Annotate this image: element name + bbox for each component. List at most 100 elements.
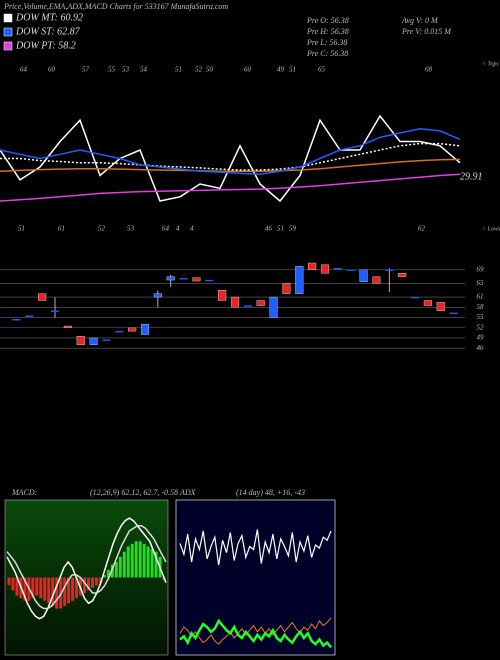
candle-body	[449, 312, 458, 315]
candle-body	[115, 330, 124, 333]
low-label: 52	[98, 225, 106, 233]
panel-label: ADX	[179, 488, 197, 497]
candle-body	[282, 283, 291, 294]
top-label: 65	[318, 66, 326, 74]
top-label: 60	[244, 66, 252, 74]
histogram-bar	[11, 577, 15, 591]
low-label: 61	[58, 225, 65, 233]
low-label: 4	[190, 225, 194, 233]
top-label: 54	[140, 66, 148, 74]
histogram-bar	[71, 577, 75, 601]
line	[179, 529, 332, 566]
candle-body	[25, 315, 34, 318]
top-label: 53	[122, 66, 130, 74]
candle-body	[63, 325, 72, 328]
candle-body	[218, 290, 227, 301]
low-label: 62	[418, 225, 426, 233]
candle-body	[102, 339, 111, 341]
candle-body	[372, 276, 381, 284]
low-label: 51	[18, 225, 25, 233]
candle-body	[205, 279, 214, 282]
candle-body	[50, 310, 60, 312]
histogram-bar	[43, 577, 47, 601]
candle-body	[410, 296, 420, 299]
histogram-bar	[15, 577, 19, 596]
candle-body	[436, 301, 445, 311]
candle-body	[12, 319, 21, 321]
panel-label: MACD:	[11, 488, 38, 497]
histogram-bar	[7, 577, 11, 586]
info: Pre C: 56.38	[306, 49, 348, 58]
histogram-bar	[39, 577, 43, 599]
candle-body	[256, 300, 265, 306]
histogram-bar	[122, 551, 126, 578]
line	[0, 158, 461, 173]
y-tick-label: 46	[477, 344, 485, 352]
candle-body	[153, 293, 162, 298]
candle-body	[320, 264, 330, 274]
low-label: 4	[176, 225, 180, 233]
line	[6, 517, 167, 620]
info: Pre V: 0.015 M	[401, 27, 452, 36]
histogram-bar	[146, 546, 150, 578]
histogram-bar	[130, 543, 134, 578]
candle-body	[192, 277, 201, 282]
candle-body	[179, 278, 188, 280]
histogram-bar	[134, 541, 138, 578]
legend-swatch	[3, 13, 13, 23]
histogram-bar	[106, 569, 110, 578]
line	[0, 173, 461, 202]
panel-params: (14 day) 48, +16, -43	[236, 488, 305, 497]
histogram-bar	[110, 564, 114, 578]
histogram-bar	[83, 577, 86, 593]
top-label: 55	[108, 66, 116, 74]
histogram-bar	[47, 577, 51, 604]
low-label: 53	[127, 225, 135, 233]
histogram-bar	[114, 562, 118, 578]
line	[179, 618, 332, 649]
low-label: 59	[289, 225, 297, 233]
candle-body	[295, 266, 304, 294]
candle-body	[128, 327, 137, 332]
page-title: Price,Volume,EMA,ADX,MACD Charts for 533…	[3, 2, 228, 11]
candle-body	[269, 296, 278, 318]
candle-body	[346, 269, 355, 272]
line	[0, 114, 461, 203]
histogram-bar	[23, 577, 27, 601]
histogram-bar	[154, 551, 158, 578]
top-label: 57	[82, 66, 90, 74]
y-tick-label: 61	[477, 293, 484, 301]
legend-swatch	[3, 27, 13, 37]
tops-label: < Tops	[482, 61, 499, 67]
legend-label: DOW MT: 60.92	[15, 12, 83, 23]
histogram-bar	[102, 574, 106, 578]
candle-body	[398, 273, 407, 277]
histogram-bar	[87, 577, 90, 591]
histogram-bar	[67, 577, 71, 604]
histogram-bar	[94, 577, 98, 586]
candle-body	[243, 305, 252, 307]
y-tick-label: 55	[477, 313, 485, 321]
histogram-bar	[90, 577, 94, 588]
histogram-bar	[51, 577, 55, 606]
legend-label: DOW PT: 58.2	[15, 40, 76, 51]
histogram-bar	[150, 549, 154, 578]
histogram-bar	[98, 577, 102, 583]
info: Pre H: 56.38	[306, 27, 349, 36]
info: Pre L: 56.38	[306, 38, 347, 47]
panel-params: (12,26,9) 62.12, 62.7, -0.58	[90, 488, 178, 497]
line	[179, 617, 332, 645]
top-label: 49	[277, 66, 285, 74]
histogram-bar	[63, 577, 67, 606]
line	[0, 128, 461, 175]
candle-body	[359, 269, 368, 282]
line	[6, 525, 167, 610]
legend-label: DOW ST: 62.87	[15, 26, 81, 37]
annotation: 29.91	[460, 171, 483, 182]
candle-body	[38, 293, 47, 301]
top-label: 51	[175, 66, 182, 74]
low-label: 64	[162, 225, 170, 233]
top-label: 64	[20, 66, 28, 74]
candle-body	[89, 337, 98, 345]
